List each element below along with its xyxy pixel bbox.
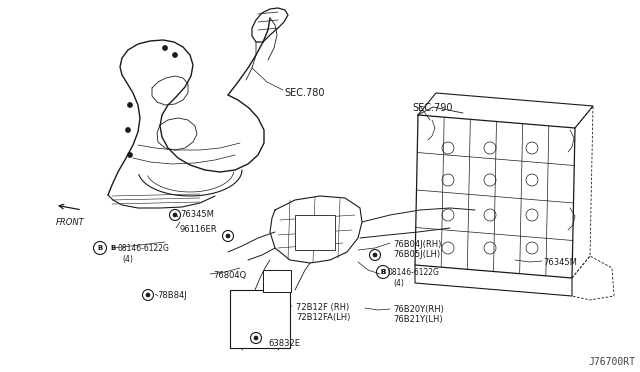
Circle shape [373,253,377,257]
Text: 08146-6122G: 08146-6122G [388,268,440,277]
Circle shape [173,213,177,217]
Text: B: B [380,269,386,275]
Circle shape [146,293,150,297]
Text: (4): (4) [393,279,404,288]
Text: 63832E: 63832E [268,339,300,348]
Circle shape [127,153,132,157]
Text: 72B12F (RH): 72B12F (RH) [296,303,349,312]
Text: J76700RT: J76700RT [588,357,635,367]
Text: 08146-6122G: 08146-6122G [118,244,170,253]
Text: FRONT: FRONT [56,218,84,227]
Text: B: B [110,245,116,251]
Circle shape [226,234,230,238]
Text: 96116ER: 96116ER [180,225,218,234]
Text: 76B21Y(LH): 76B21Y(LH) [393,315,443,324]
Bar [295,215,335,250]
Text: 76B04J(RH): 76B04J(RH) [393,240,442,249]
Circle shape [125,128,131,132]
Circle shape [127,103,132,108]
Bar [263,270,291,292]
Circle shape [163,45,168,51]
Text: 78B84J: 78B84J [157,291,187,300]
Bar [230,290,290,348]
Circle shape [254,336,258,340]
Text: B: B [97,245,102,251]
Text: 76345M: 76345M [543,258,577,267]
Text: 76B20Y(RH): 76B20Y(RH) [393,305,444,314]
Text: 76804Q: 76804Q [213,271,246,280]
Text: 72B12FA(LH): 72B12FA(LH) [296,313,350,322]
Text: (4): (4) [122,255,133,264]
Text: SEC.780: SEC.780 [284,88,324,98]
Text: 76345M: 76345M [180,210,214,219]
Text: B: B [380,269,386,275]
Text: SEC.790: SEC.790 [412,103,452,113]
Circle shape [173,52,177,58]
Text: 76B05J(LH): 76B05J(LH) [393,250,440,259]
